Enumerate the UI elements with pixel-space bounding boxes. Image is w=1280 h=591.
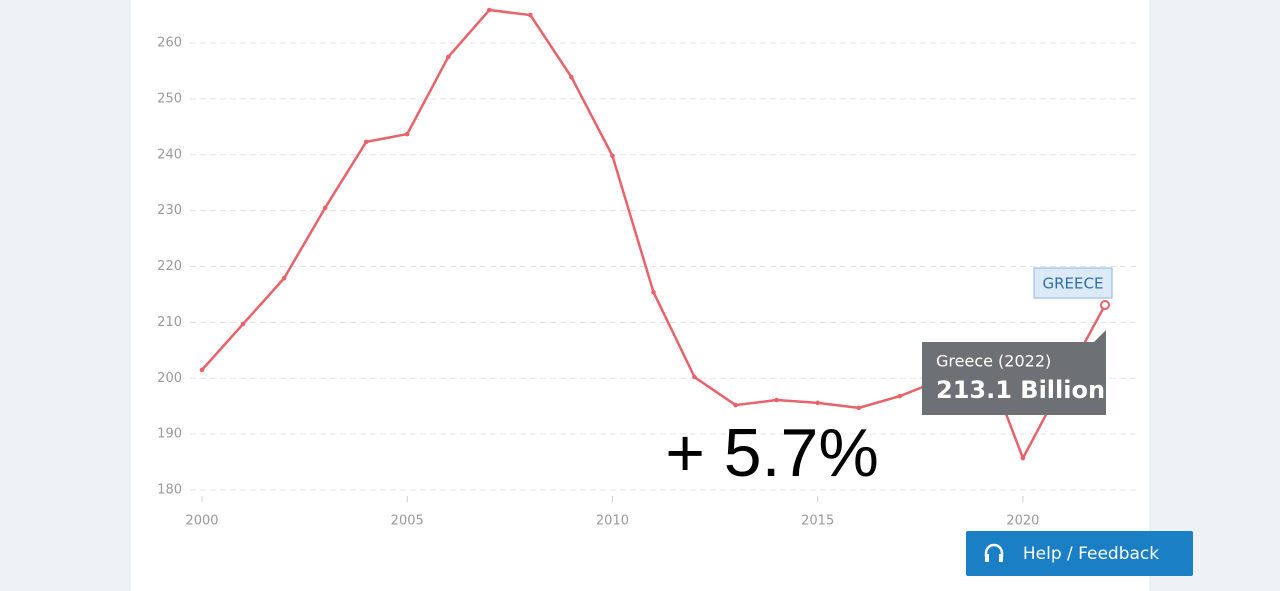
point (199, 367, 205, 373)
x-tick-label: 2020 (1006, 514, 1039, 529)
point (815, 400, 820, 406)
point (404, 131, 410, 137)
point (569, 74, 574, 80)
tooltip: Greece (2022) 213.1 Billion (922, 330, 1106, 415)
y-tick-label: 240 (157, 147, 182, 162)
point (445, 54, 451, 60)
point (651, 289, 656, 295)
point (774, 397, 779, 403)
series-label: GREECE (1033, 267, 1113, 299)
tooltip-value: 213.1 Billion (936, 376, 1105, 404)
point (610, 153, 615, 159)
y-tick-label: 260 (157, 36, 182, 51)
y-tick-label: 180 (157, 483, 182, 498)
point (528, 12, 533, 18)
help-button-text[interactable]: Help / Feedback (1023, 544, 1159, 564)
x-tick-label: 2010 (596, 514, 629, 529)
point (1020, 455, 1026, 461)
point (733, 402, 738, 408)
y-tick-label: 220 (157, 259, 182, 274)
x-tick-label: 2000 (185, 514, 218, 529)
y-tick-label: 190 (157, 427, 182, 442)
y-tick-label: 230 (157, 203, 182, 218)
y-tick-label: 210 (157, 315, 182, 330)
x-tick-label: 2015 (801, 514, 834, 529)
point (363, 139, 369, 145)
series-label-text: GREECE (1043, 275, 1104, 293)
y-tick-label: 200 (157, 371, 182, 386)
point (1100, 300, 1110, 311)
point (692, 374, 697, 380)
point (322, 205, 328, 211)
point (897, 393, 903, 399)
y-tick-label: 250 (157, 91, 182, 106)
x-tick-label: 2005 (391, 514, 424, 529)
tooltip-title: Greece (2022) (936, 352, 1051, 371)
point (240, 321, 246, 327)
change-label: + 5.7% (665, 415, 879, 491)
card (129, 0, 1151, 591)
point (281, 275, 287, 281)
point (487, 7, 492, 13)
help-button[interactable]: Help / Feedback (966, 531, 1193, 576)
point (856, 405, 862, 411)
